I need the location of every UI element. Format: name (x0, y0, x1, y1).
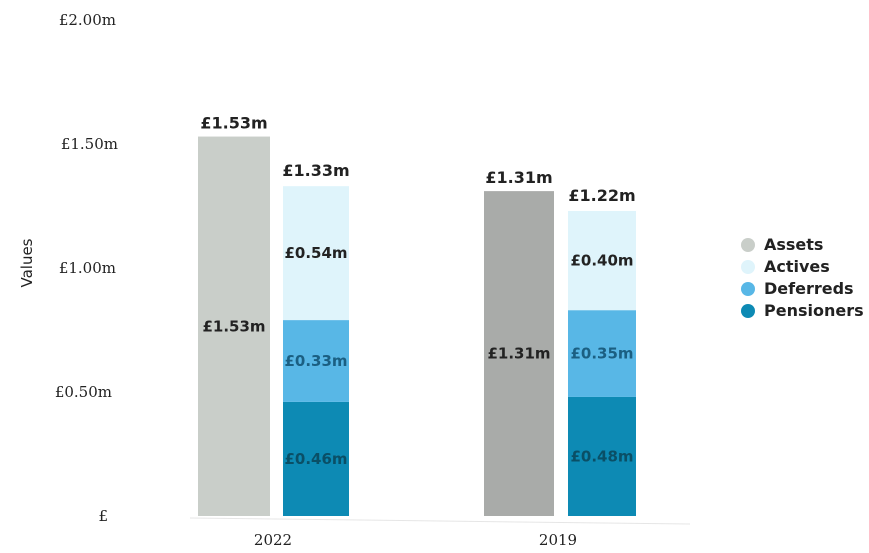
assets-value-label: £1.53m (202, 317, 265, 335)
segment-deferreds-label: £0.35m (570, 345, 633, 363)
segment-pensioners-label: £0.46m (284, 450, 347, 468)
legend-actives-label: Actives (764, 257, 830, 276)
legend-deferreds-label: Deferreds (764, 279, 854, 298)
data-labels: £1.53m £1.53m £0.46m £0.33m £0.54m £1.33m £1.3… (200, 114, 635, 468)
segment-actives-label: £0.54m (284, 244, 347, 262)
y-tick-label: £ (98, 507, 108, 525)
segment-pensioners-bar (568, 396, 636, 516)
legend: Assets Actives Deferreds Pensioners (741, 235, 864, 320)
y-tick-label: £1.50m (61, 135, 118, 153)
assets-bar (484, 191, 554, 516)
legend-assets-swatch (741, 238, 755, 252)
assets-value-label: £1.31m (487, 345, 550, 363)
axes: £2.00m £1.50m £1.00m £0.50m £ Values 2022 2019 (18, 11, 691, 549)
legend-actives-swatch (741, 260, 755, 274)
segment-deferreds-bar (568, 310, 636, 397)
segment-pensioners-label: £0.48m (570, 447, 633, 465)
x-axis-line (189, 517, 691, 525)
segment-actives-bar (568, 210, 636, 311)
assets-bar (198, 136, 270, 516)
segment-deferreds-bar (283, 320, 349, 402)
x-category-label: 2019 (539, 531, 577, 549)
x-category-label: 2022 (254, 531, 292, 549)
segment-pensioners-bar (283, 401, 349, 516)
legend-pensioners-label: Pensioners (764, 301, 864, 320)
liabilities-total-label: £1.22m (568, 186, 635, 205)
y-axis-label: Values (18, 238, 36, 287)
segment-actives-label: £0.40m (570, 252, 633, 270)
segment-actives-bar (283, 186, 349, 321)
assets-total-label: £1.31m (485, 168, 552, 187)
bars (198, 136, 636, 516)
y-tick-label: £2.00m (59, 11, 116, 29)
legend-pensioners-swatch (741, 304, 755, 318)
legend-deferreds-swatch (741, 282, 755, 296)
legend-assets-label: Assets (764, 235, 823, 254)
segment-deferreds-label: £0.33m (284, 352, 347, 370)
assets-total-label: £1.53m (200, 114, 267, 133)
liabilities-total-label: £1.33m (282, 161, 349, 180)
y-tick-label: £0.50m (55, 383, 112, 401)
y-tick-label: £1.00m (59, 259, 116, 277)
